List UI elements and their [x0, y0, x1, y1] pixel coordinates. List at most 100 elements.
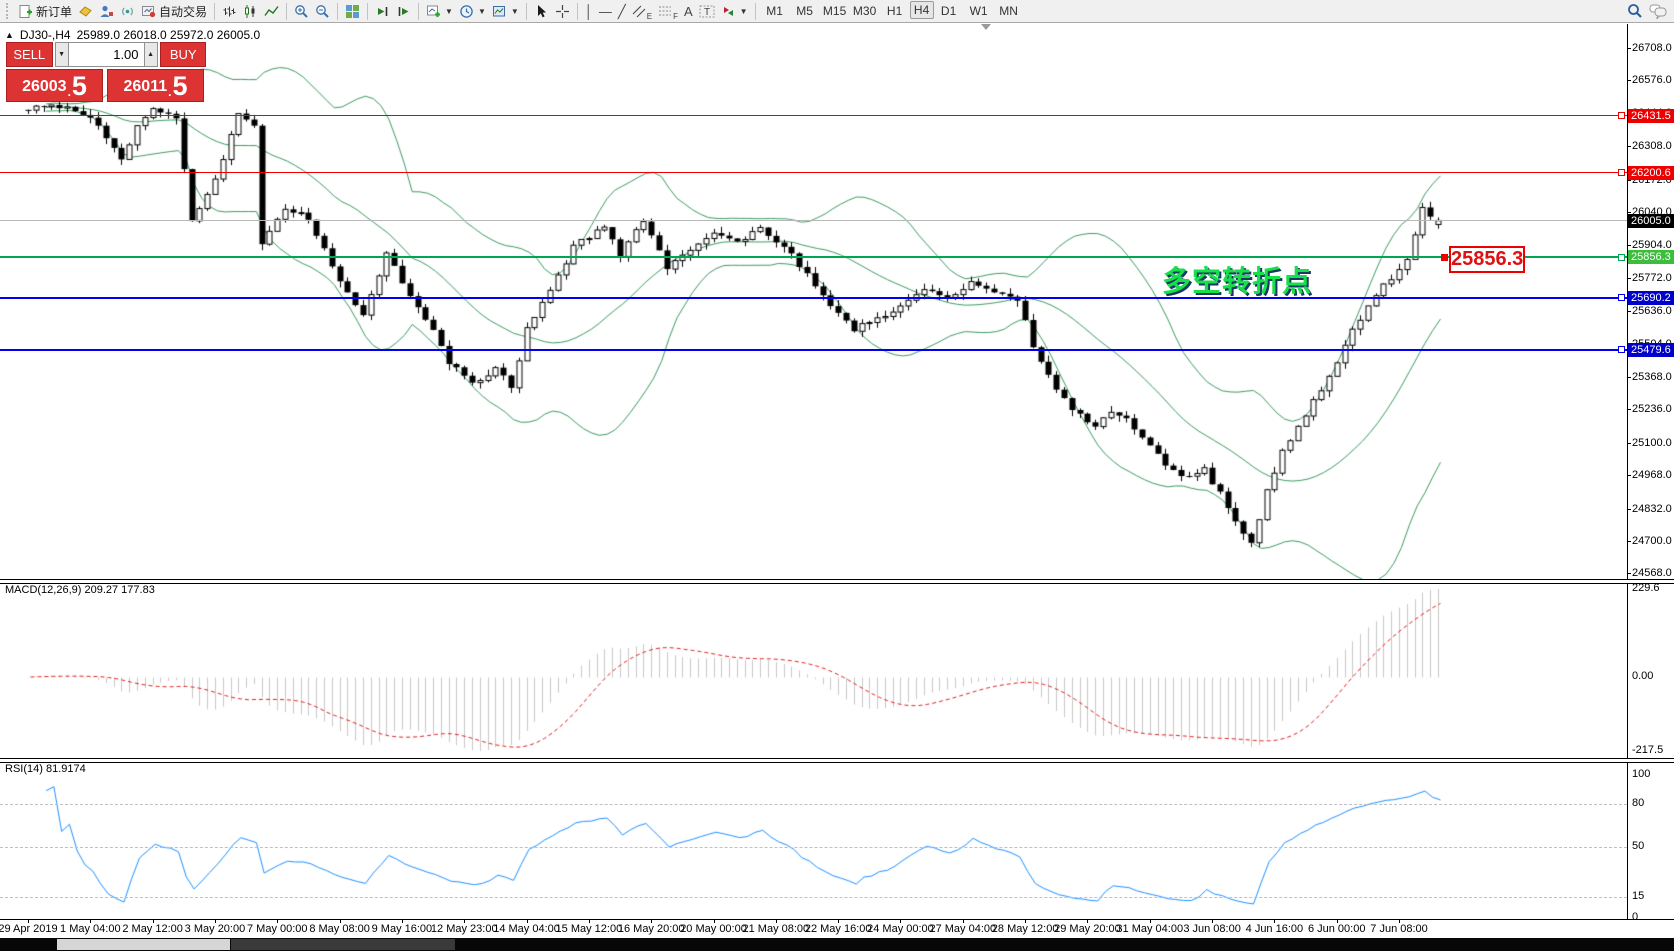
auto-scroll-button[interactable]	[372, 1, 393, 21]
time-axis-tick	[838, 920, 840, 923]
volume-input[interactable]	[68, 42, 144, 67]
time-axis-label: 2 May 12:00	[122, 923, 183, 935]
chart-shift-marker[interactable]	[981, 24, 991, 30]
resistance-line-lower-handle[interactable]	[1618, 169, 1625, 177]
trendline-button[interactable]: ╱	[615, 1, 629, 21]
crosshair-button[interactable]	[552, 1, 573, 21]
cursor-button[interactable]	[531, 1, 552, 21]
separator	[367, 2, 369, 20]
support-line-lower[interactable]	[0, 348, 1627, 351]
timeframe-m30[interactable]: M30	[852, 4, 877, 18]
timeframe-h1[interactable]: H1	[886, 4, 903, 18]
timeframe-m1[interactable]: M1	[766, 4, 783, 18]
support-line-upper[interactable]	[0, 296, 1627, 299]
buy-button[interactable]: BUY	[160, 42, 206, 67]
time-axis-label: 21 May 08:00	[742, 923, 810, 935]
price-axis-tick: 26708.0	[1627, 42, 1672, 54]
price-tag-label[interactable]: 25856.3	[1449, 246, 1525, 273]
search-button[interactable]	[1624, 1, 1646, 21]
chart-text-annotation[interactable]: 多空转折点	[1162, 266, 1313, 298]
text-label-icon: T	[699, 4, 715, 19]
sell-price[interactable]: 26003 . 5	[6, 69, 103, 102]
time-axis-tick	[588, 920, 590, 923]
signals-button[interactable]	[117, 1, 138, 21]
time-axis-tick	[651, 920, 653, 923]
support-line-upper-handle[interactable]	[1618, 294, 1625, 302]
vertical-line-button[interactable]: │	[582, 1, 596, 21]
volume-decrease-button[interactable]: ▼	[54, 42, 69, 67]
timeframe-m15[interactable]: M15	[822, 4, 847, 18]
equidistant-channel-button[interactable]: E	[629, 1, 655, 21]
time-axis-label: 14 May 04:00	[493, 923, 560, 935]
arrow-shapes-icon	[721, 4, 736, 19]
metaeditor-button[interactable]	[75, 1, 96, 21]
rsi-guide-line	[0, 803, 1627, 805]
timeframe-mn[interactable]: MN	[999, 4, 1018, 18]
rsi-canvas[interactable]	[0, 761, 1627, 919]
bar-chart-button[interactable]	[219, 1, 240, 21]
buy-price[interactable]: 26011 . 5	[107, 69, 204, 102]
autotrading-label: 自动交易	[159, 4, 208, 19]
current-price-line[interactable]	[0, 220, 1627, 222]
rsi-axis-tick: 0	[1632, 911, 1639, 923]
scrollbar-thumb[interactable]	[57, 939, 230, 950]
resistance-line-lower[interactable]	[0, 172, 1627, 174]
new-order-button[interactable]: 新订单	[15, 1, 75, 21]
resistance-line-upper[interactable]	[0, 115, 1627, 117]
time-axis-label: 15 May 12:00	[555, 923, 623, 935]
timeframe-m5[interactable]: M5	[796, 4, 813, 18]
zoom-out-button[interactable]	[312, 1, 333, 21]
volume-increase-button[interactable]: ▲	[143, 42, 158, 67]
time-axis-tick	[277, 920, 279, 923]
pivot-line[interactable]	[0, 256, 1627, 259]
time-axis-tick	[214, 920, 216, 923]
sell-button[interactable]: SELL	[6, 42, 53, 67]
periods-dropdown[interactable]: ▼	[456, 1, 489, 21]
main-chart-canvas[interactable]	[0, 24, 1627, 579]
rsi-axis-tick: 100	[1632, 768, 1651, 780]
tile-windows-button[interactable]	[342, 1, 363, 21]
time-axis-tick	[713, 920, 715, 923]
pivot-line-handle[interactable]	[1618, 253, 1625, 261]
horizontal-line-button[interactable]: —	[596, 1, 615, 21]
text-label-button[interactable]: T	[696, 1, 718, 21]
chart-shift-button[interactable]	[393, 1, 414, 21]
macd-rsi-divider[interactable]	[0, 758, 1674, 763]
separator	[337, 2, 339, 20]
chart-collapse-icon[interactable]: ▲	[5, 30, 14, 40]
new-chart-dropdown[interactable]: ▼	[423, 1, 456, 21]
resistance-line-upper-badge: 26431.5	[1628, 108, 1674, 123]
timeframe-w1[interactable]: W1	[969, 4, 988, 18]
price-axis-tick: 26308.0	[1627, 140, 1672, 153]
price-axis-line	[1627, 24, 1628, 919]
price-axis-tick: 24832.0	[1627, 502, 1672, 515]
fibonacci-icon	[658, 4, 672, 18]
timeframe-d1[interactable]: D1	[940, 4, 957, 18]
resistance-line-upper-handle[interactable]	[1618, 112, 1625, 120]
arrows-dropdown[interactable]: ▼	[718, 1, 751, 21]
zoom-in-button[interactable]	[291, 1, 312, 21]
support-line-upper-badge: 25690.2	[1628, 290, 1674, 305]
macd-indicator-label: MACD(12,26,9) 209.27 177.83	[5, 584, 155, 596]
candlestick-button[interactable]	[240, 1, 261, 21]
rsi-axis-tick: 80	[1632, 796, 1645, 809]
zoom-in-icon	[294, 4, 309, 19]
templates-dropdown[interactable]: ▼	[489, 1, 522, 21]
new-order-label: 新订单	[36, 4, 73, 19]
price-tag-anchor-marker[interactable]	[1441, 254, 1448, 261]
support-line-lower-handle[interactable]	[1618, 346, 1625, 354]
time-axis[interactable]: 29 Apr 2019 1 May 04:00 2 May 12:00 3 May 2…	[0, 919, 1674, 938]
horizontal-line-icon: —	[598, 3, 612, 19]
text-button[interactable]: A	[681, 1, 696, 21]
line-chart-button[interactable]	[261, 1, 282, 21]
main-macd-divider[interactable]	[0, 579, 1674, 584]
macd-canvas[interactable]	[0, 582, 1627, 758]
signals-icon	[120, 4, 135, 19]
fibonacci-button[interactable]: F	[655, 1, 681, 21]
autotrading-button[interactable]: 自动交易	[138, 1, 210, 21]
timeframe-h4[interactable]: H4	[909, 1, 934, 19]
chat-button[interactable]	[1646, 1, 1670, 21]
community-button[interactable]	[96, 1, 117, 21]
buy-price-pip: 5	[172, 71, 188, 101]
metaeditor-icon	[78, 4, 93, 19]
